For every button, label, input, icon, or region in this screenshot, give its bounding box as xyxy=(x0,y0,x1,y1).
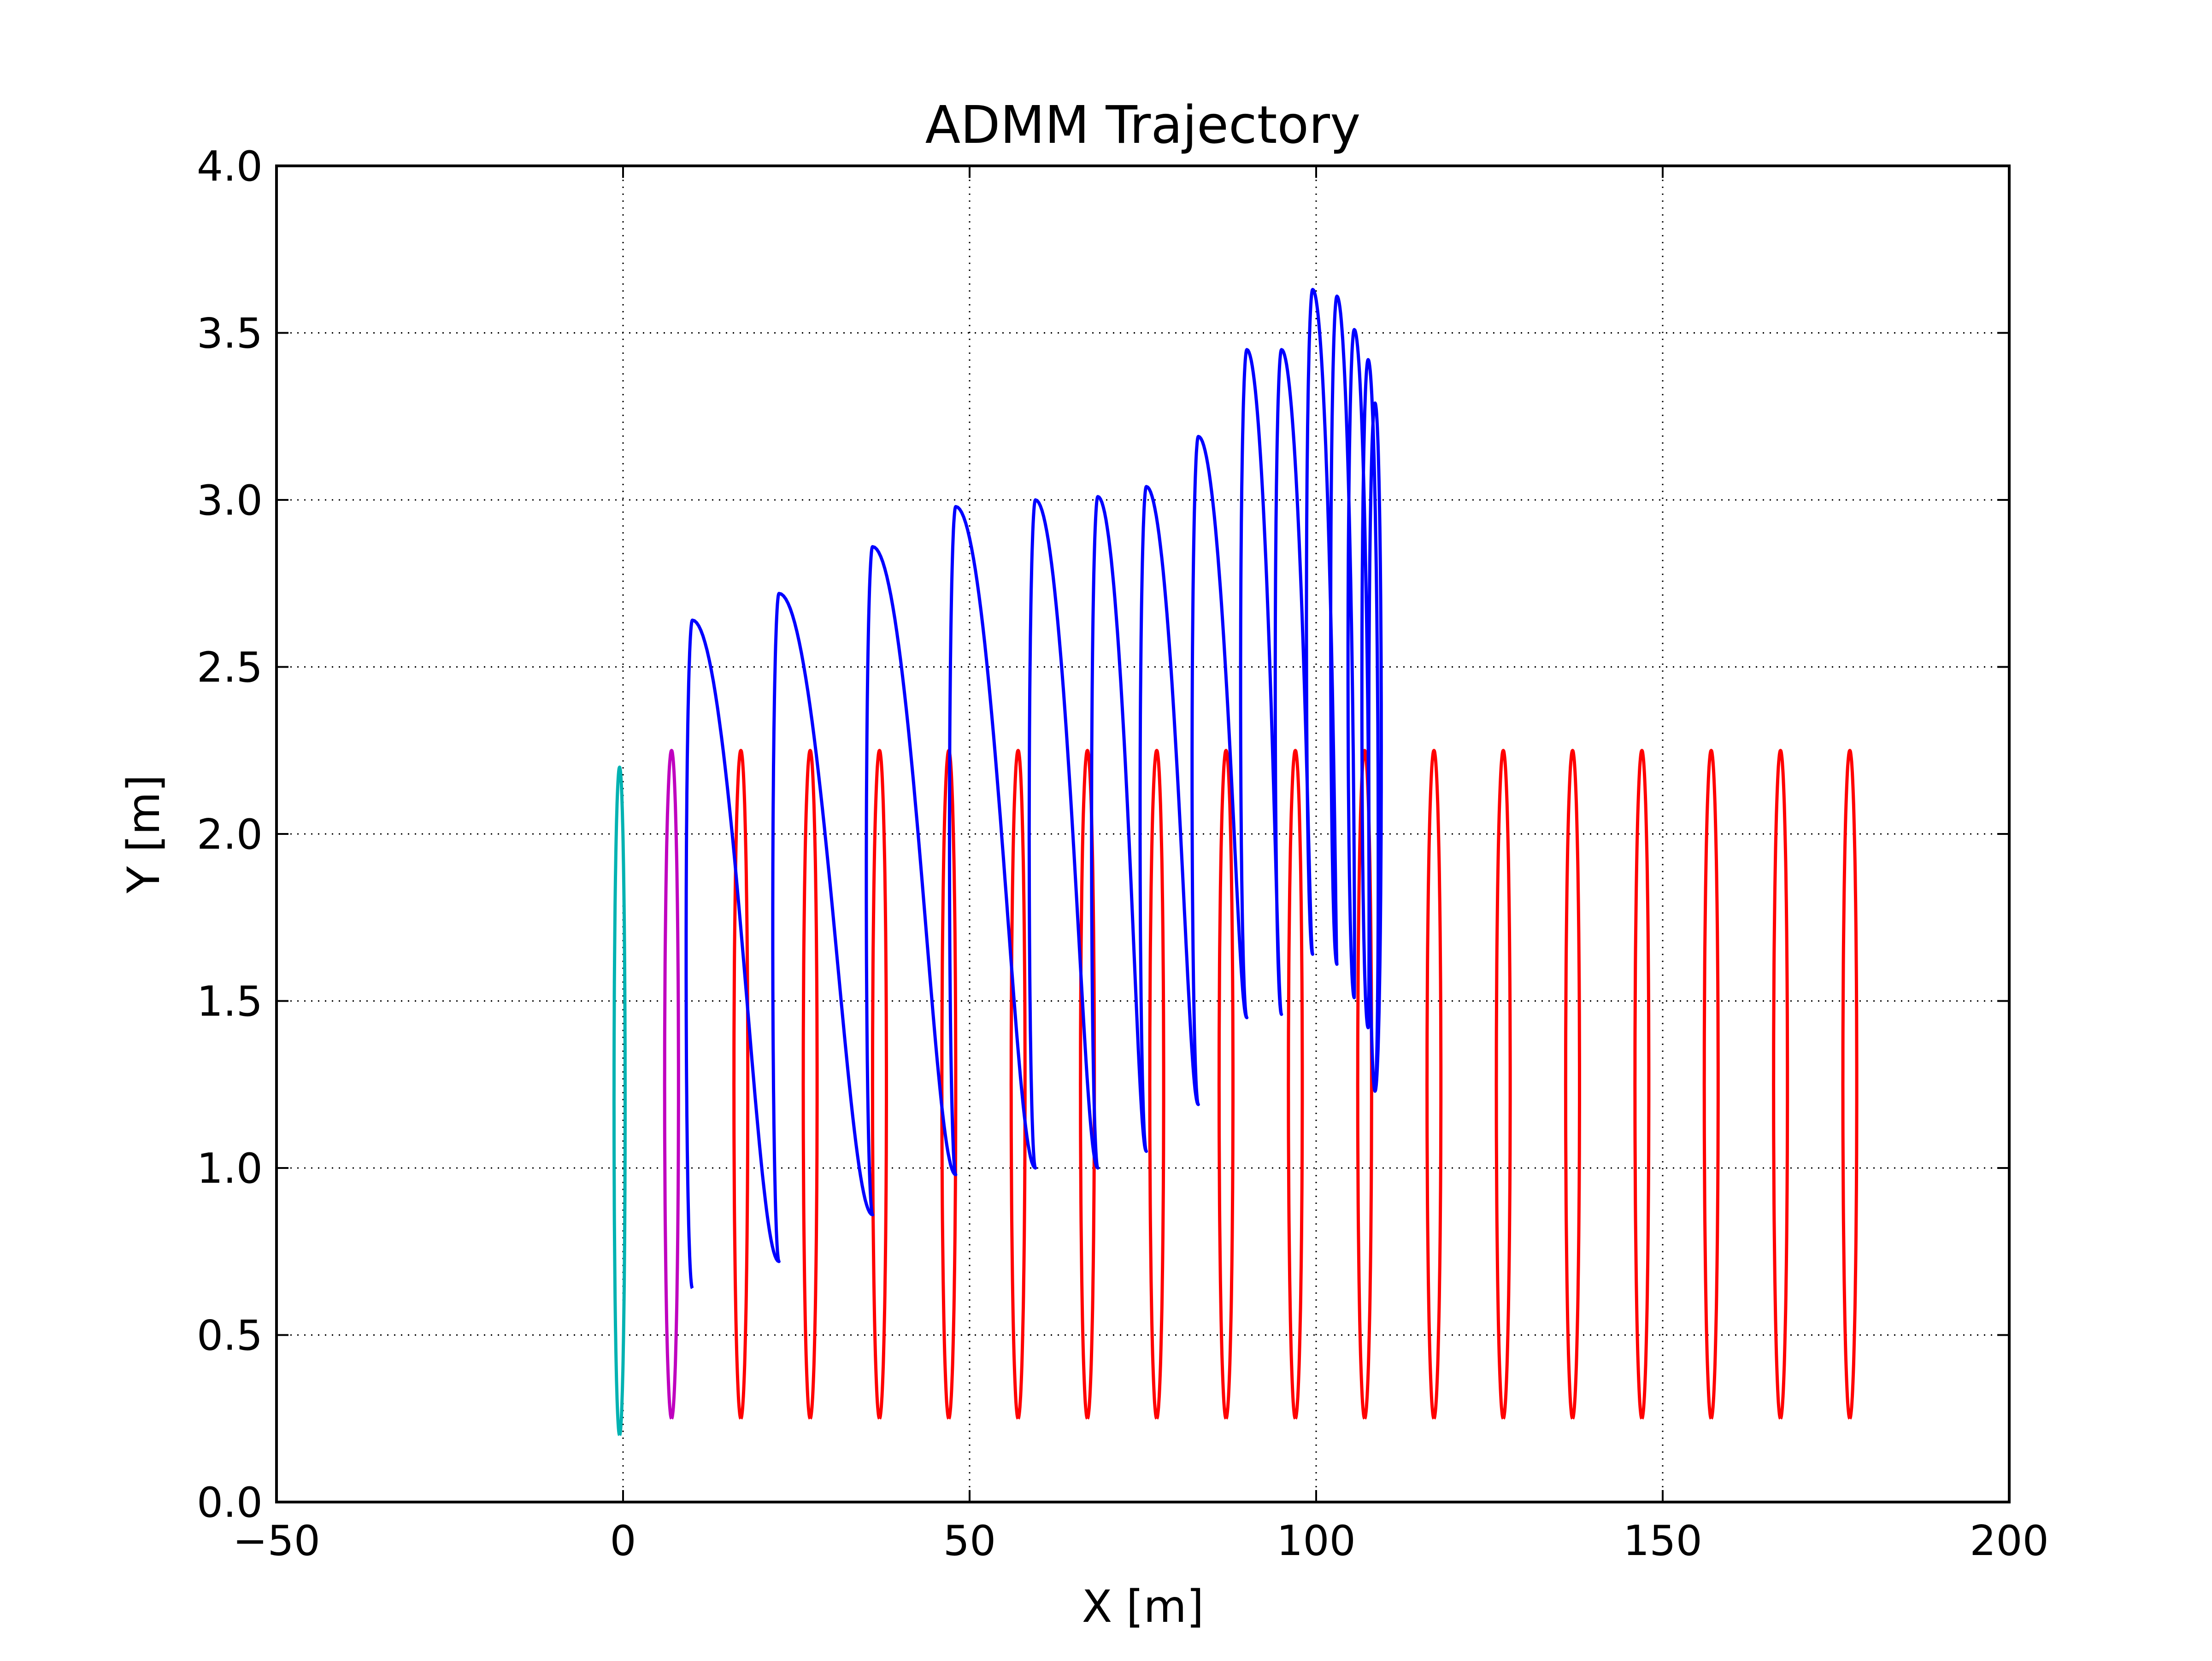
x-tick-label: 100 xyxy=(1277,1517,1356,1565)
y-tick-label: 2.5 xyxy=(197,644,263,692)
y-tick-label: 3.5 xyxy=(197,310,263,358)
x-tick-label: 150 xyxy=(1623,1517,1702,1565)
y-axis-label: Y [m] xyxy=(118,775,170,894)
y-tick-label: 1.5 xyxy=(197,978,263,1026)
y-tick-label: 0.0 xyxy=(197,1479,263,1527)
x-tick-label: 50 xyxy=(943,1517,996,1565)
x-tick-label: 0 xyxy=(610,1517,636,1565)
x-axis-label: X [m] xyxy=(1082,1581,1204,1632)
y-tick-label: 2.0 xyxy=(197,810,263,859)
y-tick-label: 3.0 xyxy=(197,476,263,525)
y-tick-label: 0.5 xyxy=(197,1312,263,1360)
chart-title: ADMM Trajectory xyxy=(925,95,1361,155)
y-tick-label: 4.0 xyxy=(197,142,263,191)
y-tick-label: 1.0 xyxy=(197,1145,263,1193)
x-tick-label: 200 xyxy=(1970,1517,2049,1565)
